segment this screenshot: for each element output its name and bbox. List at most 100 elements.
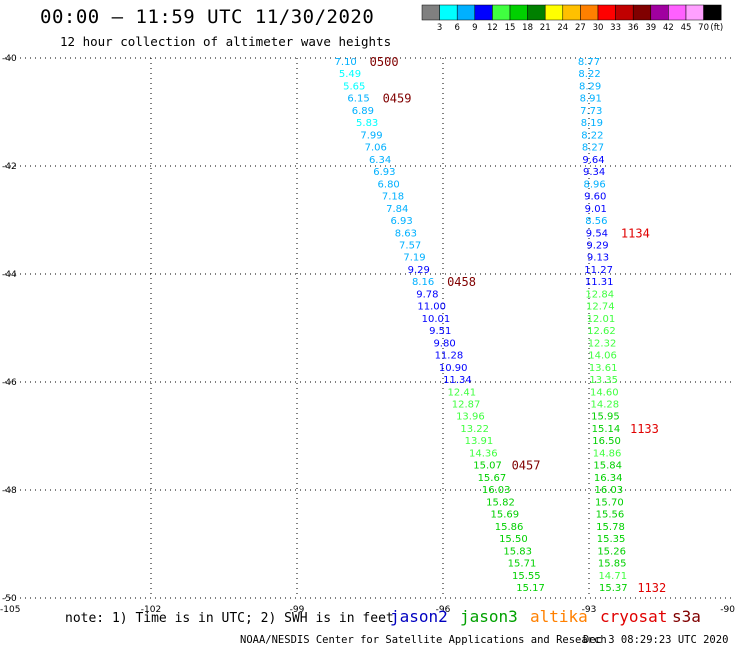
- time-label: 1134: [621, 226, 650, 240]
- legend-swatch: [562, 4, 581, 21]
- wave-height-value: 5.65: [343, 81, 365, 92]
- legend-swatch: [668, 4, 687, 21]
- time-label: 0457: [512, 459, 541, 473]
- lat-tick-label: -48: [2, 486, 17, 496]
- wave-height-value: 7.10: [335, 57, 357, 68]
- legend-swatch: [527, 4, 546, 21]
- legend-swatch: [492, 4, 511, 21]
- wave-height-value: 12.01: [587, 314, 616, 325]
- lon-tick-label: -93: [582, 605, 597, 615]
- wave-height-value: 8.96: [584, 179, 606, 190]
- wave-height-value: 15.67: [478, 473, 507, 484]
- legend-label: 21: [540, 23, 551, 33]
- wave-height-value: 9.60: [584, 192, 606, 203]
- wave-height-value: 7.99: [360, 130, 382, 141]
- wave-height-value: 8.29: [579, 81, 601, 92]
- legend-label: 12: [487, 23, 498, 33]
- sat-label-altika: altika: [530, 607, 588, 626]
- legend-label: 24: [557, 23, 568, 33]
- wave-height-value: 15.35: [597, 534, 626, 545]
- color-legend: 3 6 9 12 15 18 21 24 27 30 33 36 39 42 45 70 (ft): [421, 4, 723, 33]
- wave-height-value: 6.93: [373, 167, 395, 178]
- legend-label: 27: [575, 23, 586, 33]
- wave-height-value: 16.34: [594, 473, 623, 484]
- legend-label: 45: [681, 23, 692, 33]
- legend-label: 39: [645, 23, 656, 33]
- satellite-tracks: 7.105.495.656.156.895.837.997.066.346.93…: [335, 55, 667, 595]
- wave-height-value: 7.18: [382, 192, 404, 203]
- legend-label: 70: [698, 23, 709, 33]
- wave-height-value: 9.80: [433, 338, 455, 349]
- wave-height-value: 9.54: [586, 228, 608, 239]
- legend-swatch: [703, 4, 722, 21]
- wave-height-value: 8.56: [585, 216, 607, 227]
- wave-height-value: 11.31: [585, 277, 614, 288]
- wave-height-value: 15.26: [597, 546, 626, 557]
- legend-label: 6: [454, 23, 459, 33]
- wave-height-value: 9.51: [429, 326, 451, 337]
- map-subtitle: 12 hour collection of altimeter wave hei…: [60, 34, 392, 49]
- legend-swatch: [421, 4, 440, 21]
- map-grid: [5, 57, 735, 599]
- wave-height-value: 15.84: [593, 461, 622, 472]
- wave-height-value: 12.87: [452, 400, 481, 411]
- lon-tick-label: -102: [141, 605, 161, 615]
- wave-height-value: 11.28: [435, 351, 464, 362]
- time-label: 0500: [370, 55, 399, 69]
- lat-tick-label: -46: [2, 378, 17, 388]
- wave-height-value: 8.16: [412, 277, 434, 288]
- wave-height-value: 5.49: [339, 69, 361, 80]
- wave-height-value: 14.60: [590, 387, 619, 398]
- time-label: 1133: [630, 422, 659, 436]
- wave-height-value: 10.90: [439, 363, 468, 374]
- wave-height-value: 15.07: [473, 461, 502, 472]
- wave-height-value: 7.57: [399, 240, 421, 251]
- sat-label-cryosat: cryosat: [600, 607, 668, 626]
- footer-date: Dec 3 08:29:23 UTC 2020: [583, 634, 729, 646]
- lat-tick-label: -44: [2, 270, 17, 280]
- wave-height-value: 8.63: [395, 228, 417, 239]
- wave-height-value: 9.64: [582, 155, 604, 166]
- wave-height-value: 9.01: [585, 204, 607, 215]
- sat-label-s3a: s3a: [672, 607, 701, 626]
- wave-height-value: 15.69: [490, 510, 519, 521]
- note-text: note: 1) Time is in UTC; 2) SWH is in fe…: [65, 611, 394, 626]
- wave-height-value: 11.00: [417, 302, 446, 313]
- legend-label: 18: [522, 23, 533, 33]
- legend-swatch: [615, 4, 634, 21]
- wave-height-value: 15.86: [495, 522, 524, 533]
- wave-height-value: 13.96: [456, 412, 485, 423]
- wave-height-value: 14.06: [588, 351, 617, 362]
- wave-height-value: 12.74: [586, 302, 615, 313]
- legend-swatch: [544, 4, 564, 21]
- wave-height-value: 15.50: [499, 534, 528, 545]
- wave-height-value: 14.28: [591, 400, 620, 411]
- wave-height-value: 7.73: [580, 106, 602, 117]
- lat-tick-label: -50: [2, 594, 17, 604]
- footer-credit: NOAA/NESDIS Center for Satellite Applica…: [240, 634, 607, 646]
- legend-label: 33: [610, 23, 621, 33]
- lat-tick-label: -42: [2, 162, 17, 172]
- time-label: 0458: [447, 275, 476, 289]
- legend-label: 42: [663, 23, 674, 33]
- wave-height-value: 12.62: [587, 326, 616, 337]
- legend-label: 36: [628, 23, 639, 33]
- wave-height-value: 15.85: [598, 559, 627, 570]
- wave-height-value: 6.80: [378, 179, 400, 190]
- time-label: 0459: [383, 92, 412, 106]
- legend-unit: (ft): [710, 23, 723, 33]
- axis-ticks: -40 -42 -44 -46 -48 -50-105 -102 -99 -96 -93 -90: [0, 54, 735, 615]
- wave-height-value: 9.29: [408, 265, 430, 276]
- wave-height-value: 15.17: [516, 583, 545, 594]
- wave-height-value: 14.71: [598, 571, 627, 582]
- wave-height-value: 13.22: [460, 424, 489, 435]
- wave-height-value: 9.34: [583, 167, 605, 178]
- legend-swatch: [685, 4, 704, 21]
- map-title: 00:00 – 11:59 UTC 11/30/2020: [40, 6, 375, 28]
- wave-height-value: 11.27: [584, 265, 613, 276]
- wave-height-value: 15.83: [503, 546, 532, 557]
- wave-height-value: 14.86: [593, 448, 622, 459]
- legend-swatch: [580, 4, 599, 21]
- wave-height-value: 15.82: [486, 497, 515, 508]
